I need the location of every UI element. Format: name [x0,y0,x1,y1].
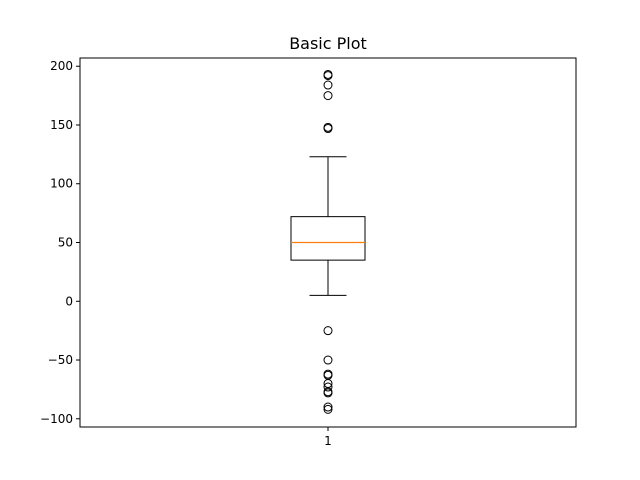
flier-point [323,388,333,398]
flier-point [323,124,333,134]
flier-point [323,382,333,392]
boxes [290,69,366,414]
y-tick-label: 0 [65,294,73,308]
plot-frame [79,57,577,428]
y-axis: −100 −50 0 50 100 150 200 [40,59,80,426]
y-tick-label: −50 [48,353,73,367]
x-axis: 1 [324,427,332,448]
flier-point [323,355,333,365]
chart-title: Basic Plot [289,34,367,53]
flier-point [323,80,333,90]
y-tick-label: 200 [50,59,73,73]
y-tick-label: −100 [40,412,73,426]
box-iqr [290,216,366,261]
y-tick-label: 100 [50,177,73,191]
flier-point [323,404,333,414]
flier-point [323,402,333,412]
x-tick-label: 1 [324,434,332,448]
y-tick-label: 150 [50,118,73,132]
y-tick-label: 50 [58,236,73,250]
flier-point [323,71,333,81]
flier-point [323,326,333,336]
flier-point [323,91,333,101]
